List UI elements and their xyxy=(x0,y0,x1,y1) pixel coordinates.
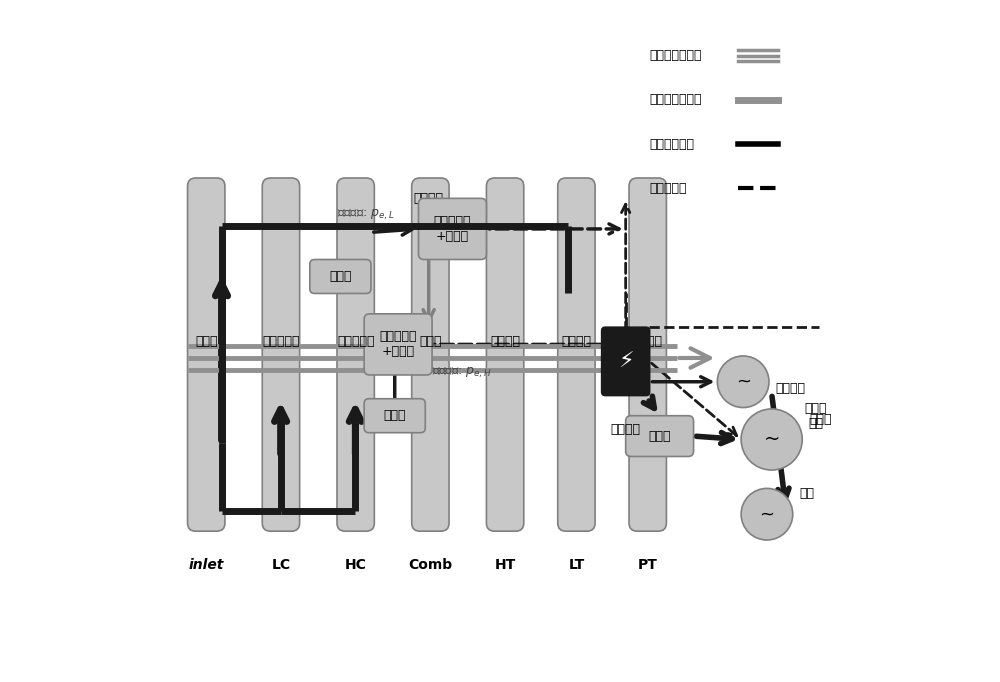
FancyBboxPatch shape xyxy=(626,416,694,456)
Text: ~: ~ xyxy=(764,430,780,449)
Circle shape xyxy=(741,488,793,540)
FancyBboxPatch shape xyxy=(629,178,666,531)
FancyBboxPatch shape xyxy=(412,178,449,531)
Text: ⚡: ⚡ xyxy=(618,351,633,372)
Text: 低压压气机: 低压压气机 xyxy=(262,334,300,348)
Text: 燃油质量流量：: 燃油质量流量： xyxy=(649,93,702,106)
Text: 进气道: 进气道 xyxy=(195,334,217,348)
Circle shape xyxy=(741,409,802,470)
Circle shape xyxy=(717,356,769,408)
Text: 燃油流量: 燃油流量 xyxy=(414,192,444,205)
Text: 低压轴电机
+控制器: 低压轴电机 +控制器 xyxy=(434,215,471,243)
Text: 输出轴: 输出轴 xyxy=(648,430,671,443)
FancyBboxPatch shape xyxy=(602,327,649,396)
Text: 电功传递：: 电功传递： xyxy=(649,181,687,194)
FancyBboxPatch shape xyxy=(364,399,425,432)
Text: 负载: 负载 xyxy=(800,488,815,501)
Text: 高压轴电机
+控制器: 高压轴电机 +控制器 xyxy=(379,330,417,359)
Text: 高压浩轮: 高压浩轮 xyxy=(490,334,520,348)
Text: 高压轴: 高压轴 xyxy=(383,409,406,422)
Text: 总输出
功率: 总输出 功率 xyxy=(805,402,827,430)
Text: Comb: Comb xyxy=(408,559,452,572)
Text: LC: LC xyxy=(271,559,291,572)
FancyBboxPatch shape xyxy=(337,178,374,531)
FancyBboxPatch shape xyxy=(262,178,300,531)
Text: PT: PT xyxy=(638,559,658,572)
FancyBboxPatch shape xyxy=(364,314,432,375)
Text: inlet: inlet xyxy=(189,559,224,572)
Text: 配电系统: 配电系统 xyxy=(611,423,641,436)
Text: HT: HT xyxy=(494,559,516,572)
Text: 电机功率: $p_{e,H}$: 电机功率: $p_{e,H}$ xyxy=(432,366,492,381)
Text: ~: ~ xyxy=(759,505,774,523)
Text: HC: HC xyxy=(345,559,367,572)
Text: 发电机: 发电机 xyxy=(809,413,832,426)
FancyBboxPatch shape xyxy=(486,178,524,531)
Text: 电机功率: $p_{e,L}$: 电机功率: $p_{e,L}$ xyxy=(337,208,395,222)
FancyBboxPatch shape xyxy=(310,259,371,293)
FancyBboxPatch shape xyxy=(188,178,225,531)
Text: 燃烧室: 燃烧室 xyxy=(419,334,442,348)
Text: LT: LT xyxy=(568,559,585,572)
Text: 高压压气机: 高压压气机 xyxy=(337,334,374,348)
FancyBboxPatch shape xyxy=(418,198,486,259)
Text: 低压浩轮: 低压浩轮 xyxy=(561,334,591,348)
Text: 空气质量流量：: 空气质量流量： xyxy=(649,49,702,62)
Text: 用电设备: 用电设备 xyxy=(776,382,806,395)
Text: ~: ~ xyxy=(736,373,751,391)
Text: 低压轴: 低压轴 xyxy=(329,270,352,283)
Text: 动力浩轮: 动力浩轮 xyxy=(633,334,663,348)
FancyBboxPatch shape xyxy=(558,178,595,531)
Text: 机械功传递：: 机械功传递： xyxy=(649,138,694,151)
